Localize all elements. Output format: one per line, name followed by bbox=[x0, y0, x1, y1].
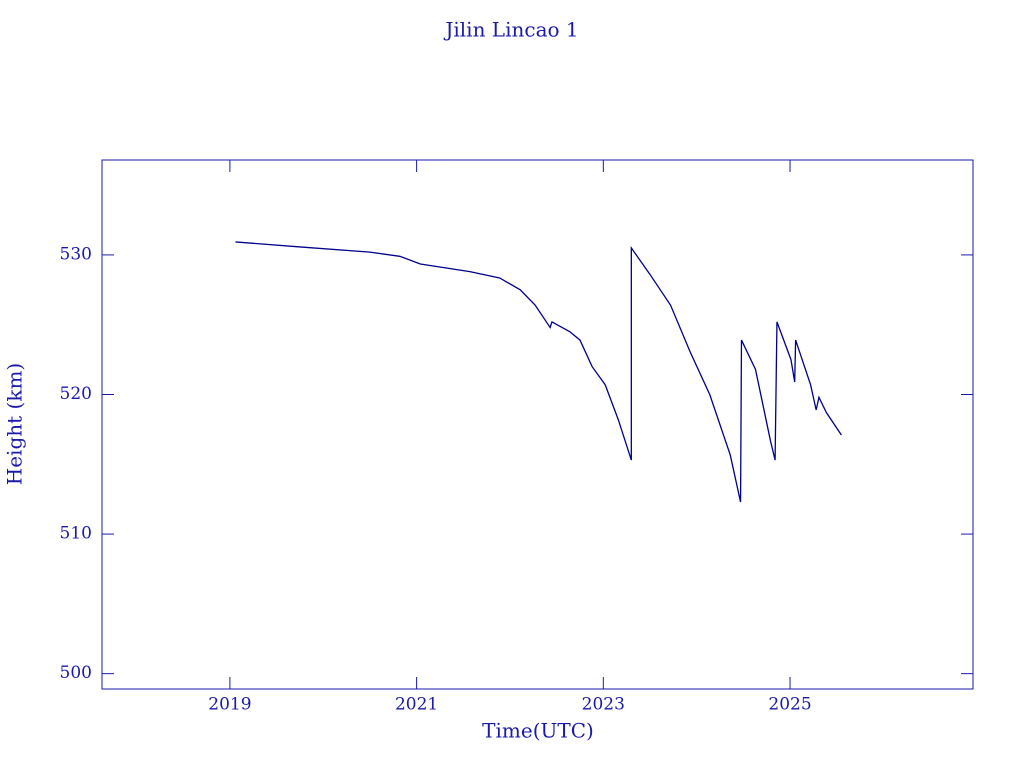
x-axis-label: Time(UTC) bbox=[482, 719, 594, 743]
plot-frame bbox=[101, 159, 974, 690]
chart-title: Jilin Lincao 1 bbox=[443, 18, 578, 42]
y-tick-label: 500 bbox=[60, 663, 92, 683]
x-tick-label: 2021 bbox=[395, 695, 438, 715]
y-tick-label: 530 bbox=[60, 244, 92, 264]
y-tick-label: 520 bbox=[60, 384, 92, 404]
x-tick-label: 2023 bbox=[582, 695, 625, 715]
data-line bbox=[235, 241, 842, 503]
x-tick-label: 2025 bbox=[768, 695, 811, 715]
y-axis-label: Height (km) bbox=[3, 363, 27, 485]
y-tick-label: 510 bbox=[60, 524, 92, 544]
x-tick-label: 2019 bbox=[208, 695, 251, 715]
